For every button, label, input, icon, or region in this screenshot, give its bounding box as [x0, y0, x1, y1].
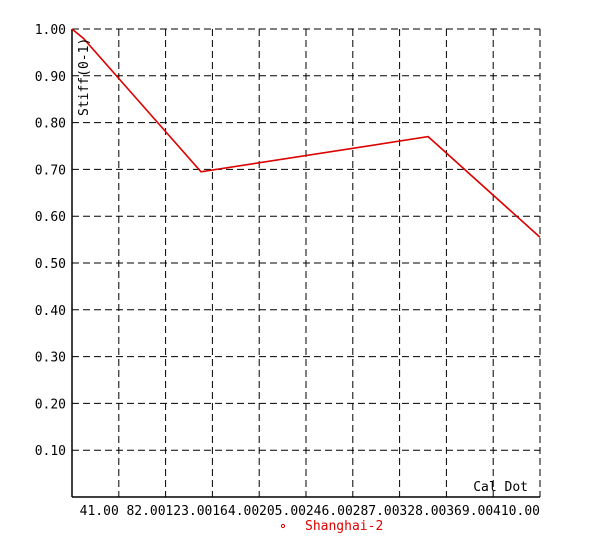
y-tick-label: 0.90 [35, 70, 66, 85]
y-tick-label: 1.00 [35, 23, 66, 38]
y-tick-label: 0.30 [35, 351, 66, 366]
grid [72, 28, 541, 497]
tick-labels: 0.10 0.20 0.30 0.40 0.50 0.60 0.70 0.80 0.90 1.00… [35, 23, 540, 519]
y-tick-label: 0.40 [35, 304, 66, 319]
x-tick-label: 246.00 [306, 504, 353, 519]
legend-label: Shanghai-2 [305, 519, 383, 534]
legend: Shanghai-2 [280, 519, 383, 534]
x-tick-label: 410.00 [493, 504, 540, 519]
x-tick-label: 205.00 [259, 504, 306, 519]
x-tick-label: 82.00 [126, 504, 165, 519]
y-axis-label: Stiff(0-1) [77, 38, 92, 116]
x-tick-label: 287.00 [353, 504, 400, 519]
x-tick-label: 41.00 [80, 504, 119, 519]
legend-marker [280, 523, 286, 529]
y-tick-label: 0.20 [35, 397, 66, 412]
y-tick-label: 0.10 [35, 444, 66, 459]
y-tick-label: 0.80 [35, 117, 66, 132]
x-tick-label: 164.00 [212, 504, 259, 519]
axes [71, 29, 540, 498]
y-tick-label: 0.70 [35, 163, 66, 178]
x-tick-label: 123.00 [165, 504, 212, 519]
series-lines [71, 28, 541, 238]
y-tick-label: 0.60 [35, 210, 66, 225]
x-tick-label: 369.00 [446, 504, 493, 519]
x-tick-label: 328.00 [399, 504, 446, 519]
y-tick-label: 0.50 [35, 257, 66, 272]
x-axis-label: Cal Dot [473, 480, 528, 495]
series-line [71, 28, 541, 238]
